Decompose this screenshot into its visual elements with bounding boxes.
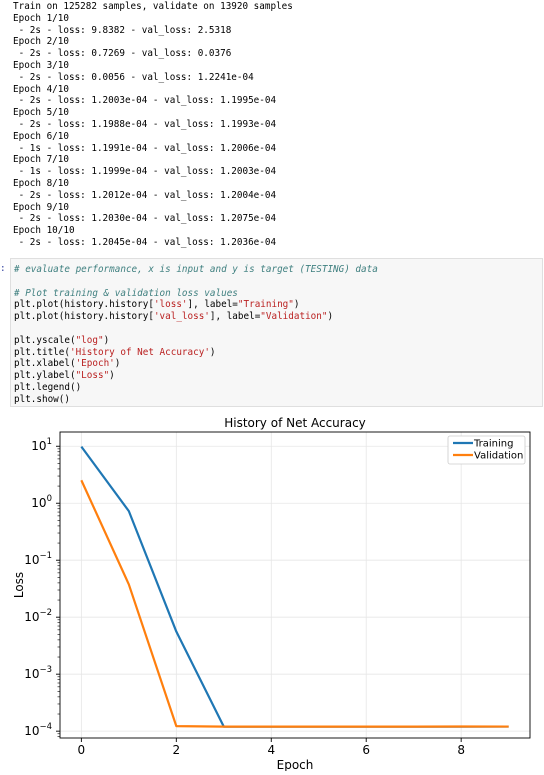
code-token: plt.legend()	[14, 381, 82, 393]
y-tick-label: 10−2	[24, 608, 52, 624]
code-line: plt.show()	[14, 394, 378, 406]
epoch-metrics: - 2s - loss: 0.7269 - val_loss: 0.0376	[13, 48, 232, 60]
code-line: # evaluate performance, x is input and y…	[14, 264, 378, 276]
y-tick-label: 10−1	[24, 551, 52, 567]
y-tick-label: 10−4	[24, 722, 52, 738]
code-token: plt.yscale(	[14, 334, 76, 346]
x-tick-label: 6	[362, 743, 370, 757]
code-token: plt.xlabel(	[14, 358, 76, 370]
x-axis-label: Epoch	[277, 758, 314, 771]
cell-prompt: :	[0, 263, 6, 274]
code-token: )	[293, 299, 300, 311]
epoch-metrics: - 2s - loss: 1.2045e-04 - val_loss: 1.20…	[13, 236, 277, 248]
code-line: ​	[14, 276, 378, 288]
legend-label: Validation	[474, 451, 523, 462]
code-token: ], label=	[209, 311, 261, 323]
code-token: # evaluate performance, x is input and y…	[14, 264, 378, 275]
x-tick-label: 0	[78, 743, 86, 757]
epoch-metrics: - 2s - loss: 1.2012e-04 - val_loss: 1.20…	[13, 189, 277, 201]
epoch-label: Epoch 10/10	[13, 225, 75, 237]
legend-label: Training	[473, 439, 513, 450]
code-token: 'Epoch'	[75, 358, 115, 370]
epoch-label: Epoch 4/10	[13, 83, 69, 95]
epoch-label: Epoch 3/10	[13, 59, 69, 71]
code-line: plt.plot(history.history['loss'], label=…	[14, 299, 378, 311]
epoch-metrics: - 2s - loss: 9.8382 - val_loss: 2.5318	[13, 24, 232, 36]
epoch-label: Epoch 6/10	[13, 130, 69, 142]
code-token: plt.title(	[14, 346, 70, 358]
code-token: plt.plot(history.history[	[14, 311, 154, 323]
code-token: plt.ylabel(	[14, 370, 76, 382]
code-cell[interactable]: # evaluate performance, x is input and y…	[10, 258, 543, 407]
epoch-label: Epoch 9/10	[13, 201, 69, 213]
y-tick-label: 101	[31, 437, 52, 453]
code-line: # Plot training & validation loss values	[14, 288, 378, 300]
code-token: # Plot training & validation loss values	[14, 287, 238, 299]
epoch-label: Epoch 2/10	[13, 36, 69, 48]
code-line: plt.legend()	[14, 382, 378, 394]
epoch-label: Epoch 1/10	[13, 12, 69, 24]
code-token: 'History of Net Accuracy'	[69, 346, 210, 358]
epoch-label: Epoch 7/10	[13, 154, 69, 166]
code-token: plt.show()	[14, 393, 70, 405]
chart-title: History of Net Accuracy	[224, 416, 366, 430]
training-header: Train on 125282 samples, validate on 139…	[13, 1, 293, 12]
epoch-label: Epoch 8/10	[13, 177, 69, 189]
code-token: )	[327, 311, 334, 323]
code-line: plt.xlabel('Epoch')	[14, 358, 378, 370]
x-tick-label: 2	[172, 743, 180, 757]
epoch-label: Epoch 5/10	[13, 107, 69, 119]
loss-chart: 0 2 4 6 8 101 100 10−1 10−2 10−3 10−4 History of Ne…	[0, 411, 544, 775]
epoch-metrics: - 2s - loss: 1.2003e-04 - val_loss: 1.19…	[13, 95, 277, 107]
code-token: ], label=	[187, 299, 238, 311]
code-token: )	[209, 346, 216, 358]
code-line: plt.ylabel("Loss")	[14, 370, 378, 382]
code-line: plt.plot(history.history['val_loss'], la…	[14, 311, 378, 323]
y-axis-label: Loss	[12, 572, 26, 598]
epoch-metrics: - 1s - loss: 1.1991e-04 - val_loss: 1.20…	[13, 142, 277, 154]
code-token: )	[114, 358, 121, 370]
code-token: )	[103, 334, 110, 346]
code-token: 'val_loss'	[153, 311, 210, 323]
code-token: "Training"	[237, 299, 294, 311]
x-tick-label: 4	[267, 743, 275, 757]
epoch-metrics: - 1s - loss: 1.1999e-04 - val_loss: 1.20…	[13, 166, 277, 178]
epoch-metrics: - 2s - loss: 1.1988e-04 - val_loss: 1.19…	[13, 118, 277, 130]
code-token: 'loss'	[153, 299, 188, 311]
epoch-metrics: - 2s - loss: 0.0056 - val_loss: 1.2241e-…	[13, 71, 254, 83]
code-token: "Validation"	[260, 311, 328, 323]
training-output: Train on 125282 samples, validate on 139…	[13, 1, 541, 249]
code-line: plt.yscale("log")	[14, 335, 378, 347]
code-token: "Loss"	[75, 370, 110, 382]
x-tick-label: 8	[457, 743, 465, 757]
plot-area	[60, 432, 530, 738]
epoch-metrics: - 2s - loss: 1.2030e-04 - val_loss: 1.20…	[13, 213, 277, 225]
series-line-validation	[80, 479, 509, 728]
axes-frame	[59, 431, 531, 739]
code-token: plt.plot(history.history[	[14, 299, 154, 311]
code-token: "log"	[75, 334, 104, 346]
code-editor[interactable]: # evaluate performance, x is input and y…	[14, 264, 378, 406]
y-tick-label: 10−3	[24, 665, 52, 681]
code-token: )	[109, 370, 115, 382]
y-tick-label: 100	[31, 494, 52, 510]
code-line: ​	[14, 323, 378, 335]
code-line: plt.title('History of Net Accuracy')	[14, 347, 378, 359]
